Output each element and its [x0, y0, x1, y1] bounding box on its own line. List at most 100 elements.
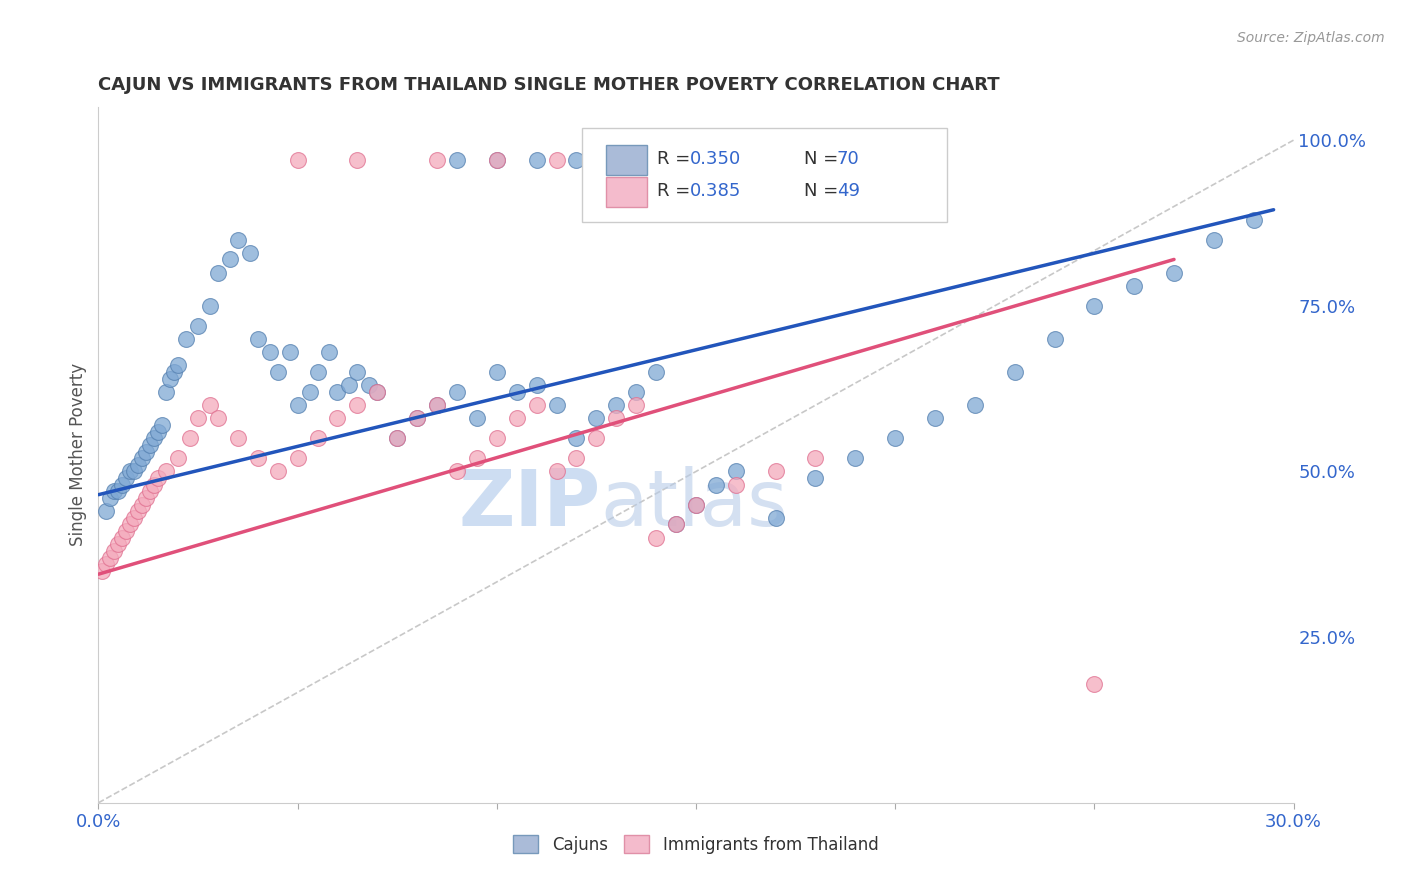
- FancyBboxPatch shape: [606, 145, 647, 175]
- Point: [526, 378, 548, 392]
- Point: [465, 451, 488, 466]
- Point: [406, 411, 429, 425]
- Point: [585, 411, 607, 425]
- Point: [143, 477, 166, 491]
- Point: [207, 411, 229, 425]
- Point: [485, 153, 508, 167]
- Point: [103, 484, 125, 499]
- Point: [446, 465, 468, 479]
- Point: [287, 153, 309, 167]
- Point: [645, 531, 668, 545]
- Point: [1043, 332, 1066, 346]
- Point: [465, 411, 488, 425]
- Point: [326, 384, 349, 399]
- Point: [127, 504, 149, 518]
- Point: [148, 425, 170, 439]
- Point: [963, 398, 986, 412]
- Point: [446, 384, 468, 399]
- Point: [426, 398, 449, 412]
- Point: [546, 398, 568, 412]
- Point: [91, 564, 114, 578]
- Point: [765, 465, 787, 479]
- Point: [546, 153, 568, 167]
- Point: [115, 524, 138, 538]
- Point: [346, 398, 368, 412]
- Point: [120, 465, 142, 479]
- Point: [804, 471, 827, 485]
- Point: [143, 431, 166, 445]
- Point: [98, 550, 122, 565]
- Point: [565, 153, 588, 167]
- Point: [605, 153, 627, 167]
- Point: [107, 484, 129, 499]
- Point: [565, 451, 588, 466]
- Point: [96, 504, 118, 518]
- Text: atlas: atlas: [600, 466, 787, 541]
- Point: [385, 431, 409, 445]
- Point: [135, 491, 157, 505]
- Point: [605, 398, 627, 412]
- FancyBboxPatch shape: [582, 128, 948, 222]
- Point: [346, 153, 368, 167]
- Point: [150, 418, 173, 433]
- Point: [406, 411, 429, 425]
- Point: [115, 471, 138, 485]
- Point: [526, 153, 548, 167]
- Point: [1083, 299, 1105, 313]
- Point: [187, 411, 209, 425]
- Point: [131, 451, 153, 466]
- Point: [685, 498, 707, 512]
- Point: [239, 245, 262, 260]
- Point: [1163, 266, 1185, 280]
- Point: [187, 318, 209, 333]
- Point: [127, 458, 149, 472]
- Point: [506, 411, 529, 425]
- Point: [287, 398, 309, 412]
- Point: [167, 359, 190, 373]
- Text: CAJUN VS IMMIGRANTS FROM THAILAND SINGLE MOTHER POVERTY CORRELATION CHART: CAJUN VS IMMIGRANTS FROM THAILAND SINGLE…: [98, 77, 1000, 95]
- Text: 49: 49: [837, 182, 860, 200]
- Point: [267, 465, 290, 479]
- Point: [626, 398, 648, 412]
- Point: [366, 384, 388, 399]
- Y-axis label: Single Mother Poverty: Single Mother Poverty: [69, 363, 87, 547]
- Text: N =: N =: [804, 150, 844, 169]
- Point: [1083, 676, 1105, 690]
- Point: [645, 365, 668, 379]
- Point: [159, 372, 181, 386]
- Point: [565, 431, 588, 445]
- Point: [1202, 233, 1225, 247]
- Point: [485, 153, 508, 167]
- Point: [148, 471, 170, 485]
- Point: [426, 398, 449, 412]
- Text: R =: R =: [657, 182, 696, 200]
- Point: [163, 365, 186, 379]
- Point: [605, 411, 627, 425]
- Point: [704, 477, 727, 491]
- Point: [139, 484, 162, 499]
- Point: [485, 365, 508, 379]
- Point: [426, 153, 449, 167]
- Point: [155, 384, 177, 399]
- Point: [278, 345, 301, 359]
- Point: [246, 332, 269, 346]
- Point: [111, 531, 134, 545]
- Point: [366, 384, 388, 399]
- FancyBboxPatch shape: [606, 178, 647, 207]
- Point: [307, 365, 329, 379]
- Point: [131, 498, 153, 512]
- Text: 70: 70: [837, 150, 859, 169]
- Point: [1123, 279, 1146, 293]
- Point: [359, 378, 381, 392]
- Text: 0.350: 0.350: [690, 150, 741, 169]
- Text: N =: N =: [804, 182, 844, 200]
- Point: [685, 498, 707, 512]
- Point: [174, 332, 197, 346]
- Point: [298, 384, 321, 399]
- Point: [226, 233, 249, 247]
- Point: [585, 431, 607, 445]
- Point: [665, 517, 688, 532]
- Point: [385, 431, 409, 445]
- Point: [219, 252, 242, 267]
- Point: [804, 451, 827, 466]
